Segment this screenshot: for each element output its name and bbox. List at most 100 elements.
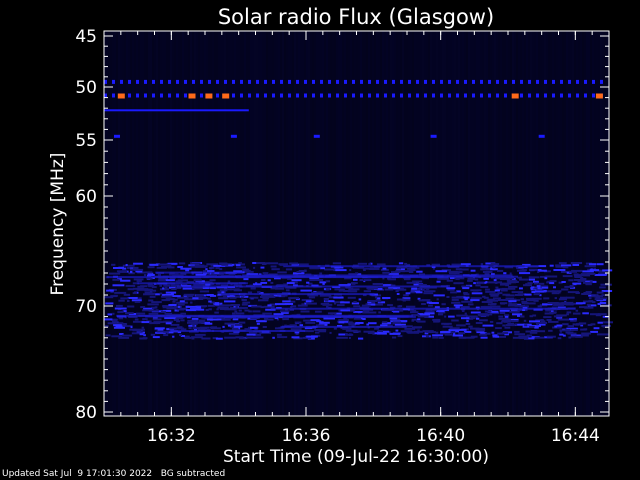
noise-mark [561,264,572,267]
streak [584,31,586,416]
noise-mark [509,310,520,313]
noise-mark [507,281,519,283]
noise-mark [553,269,566,271]
noise-mark [431,263,440,266]
noise-mark [504,315,509,318]
noise-mark [274,277,281,280]
streak [170,31,172,416]
dash [312,79,315,84]
noise-mark [260,266,265,269]
noise-mark [269,303,277,306]
streak [134,31,136,416]
streak [542,31,544,416]
x-tick-label: 16:40 [416,426,465,446]
streak [158,31,160,416]
noise-mark [374,296,378,299]
noise-mark [177,279,188,282]
noise-mark [589,263,597,266]
streak [388,31,390,416]
noise-mark [491,273,495,276]
noise-mark [528,276,540,279]
noise-mark [268,262,279,265]
noise-mark [446,287,456,290]
noise-mark [143,307,154,310]
streak [426,31,428,416]
noise-mark [293,272,305,275]
noise-mark [364,311,377,314]
noise-mark [230,304,241,306]
noise-line [270,307,576,310]
streak [564,31,566,416]
noise-mark [280,310,290,313]
noise-mark [127,300,130,302]
noise-mark [548,329,553,332]
noise-mark [588,300,594,303]
noise-mark [235,295,240,298]
dash [424,79,427,84]
noise-mark [425,335,430,338]
streak [242,31,244,416]
noise-mark [494,289,500,292]
noise-mark [521,268,524,271]
noise-mark [262,312,272,315]
noise-mark [461,310,465,312]
noise-mark [232,312,236,315]
noise-mark [449,277,459,279]
streak [358,31,360,416]
noise-mark [557,337,562,340]
noise-mark [194,333,206,336]
streak [552,31,554,416]
streak [514,31,516,416]
noise-mark [562,266,569,269]
streak [604,31,606,416]
noise-mark [185,305,198,308]
noise-mark [487,303,496,306]
streak [166,31,168,416]
noise-mark [193,283,205,286]
noise-mark [357,262,368,265]
noise-mark [558,302,563,305]
streak [192,31,194,416]
noise-mark [579,274,591,277]
dash [336,93,339,98]
dash [528,93,531,98]
streak [518,31,520,416]
noise-mark [519,305,529,308]
noise-mark [558,291,561,294]
noise-mark [444,333,453,336]
noise-mark [329,331,332,334]
streak [562,31,564,416]
noise-mark [224,288,232,291]
noise-mark [187,319,198,322]
noise-mark [151,307,155,309]
noise-mark [580,334,589,337]
noise-mark [426,264,431,267]
streak [410,31,412,416]
streak [136,31,138,416]
noise-mark [510,309,518,312]
noise-mark [253,266,256,269]
noise-mark [367,300,378,302]
noise-mark [125,284,136,287]
noise-mark [546,281,550,284]
noise-mark [164,286,168,289]
noise-mark [493,281,503,284]
streak [404,31,406,416]
noise-mark [421,303,426,305]
noise-mark [477,282,485,285]
streak [204,31,206,416]
noise-mark [195,273,207,276]
noise-mark [205,268,208,271]
noise-mark [429,302,439,304]
noise-mark [436,310,445,313]
noise-mark [334,302,337,305]
noise-mark [410,311,419,314]
noise-mark [493,279,497,282]
noise-mark [570,334,583,337]
noise-mark [366,303,376,306]
noise-mark [257,291,261,294]
noise-mark [388,287,401,290]
noise-mark [356,273,362,276]
noise-mark [251,305,262,308]
noise-line [280,325,407,328]
